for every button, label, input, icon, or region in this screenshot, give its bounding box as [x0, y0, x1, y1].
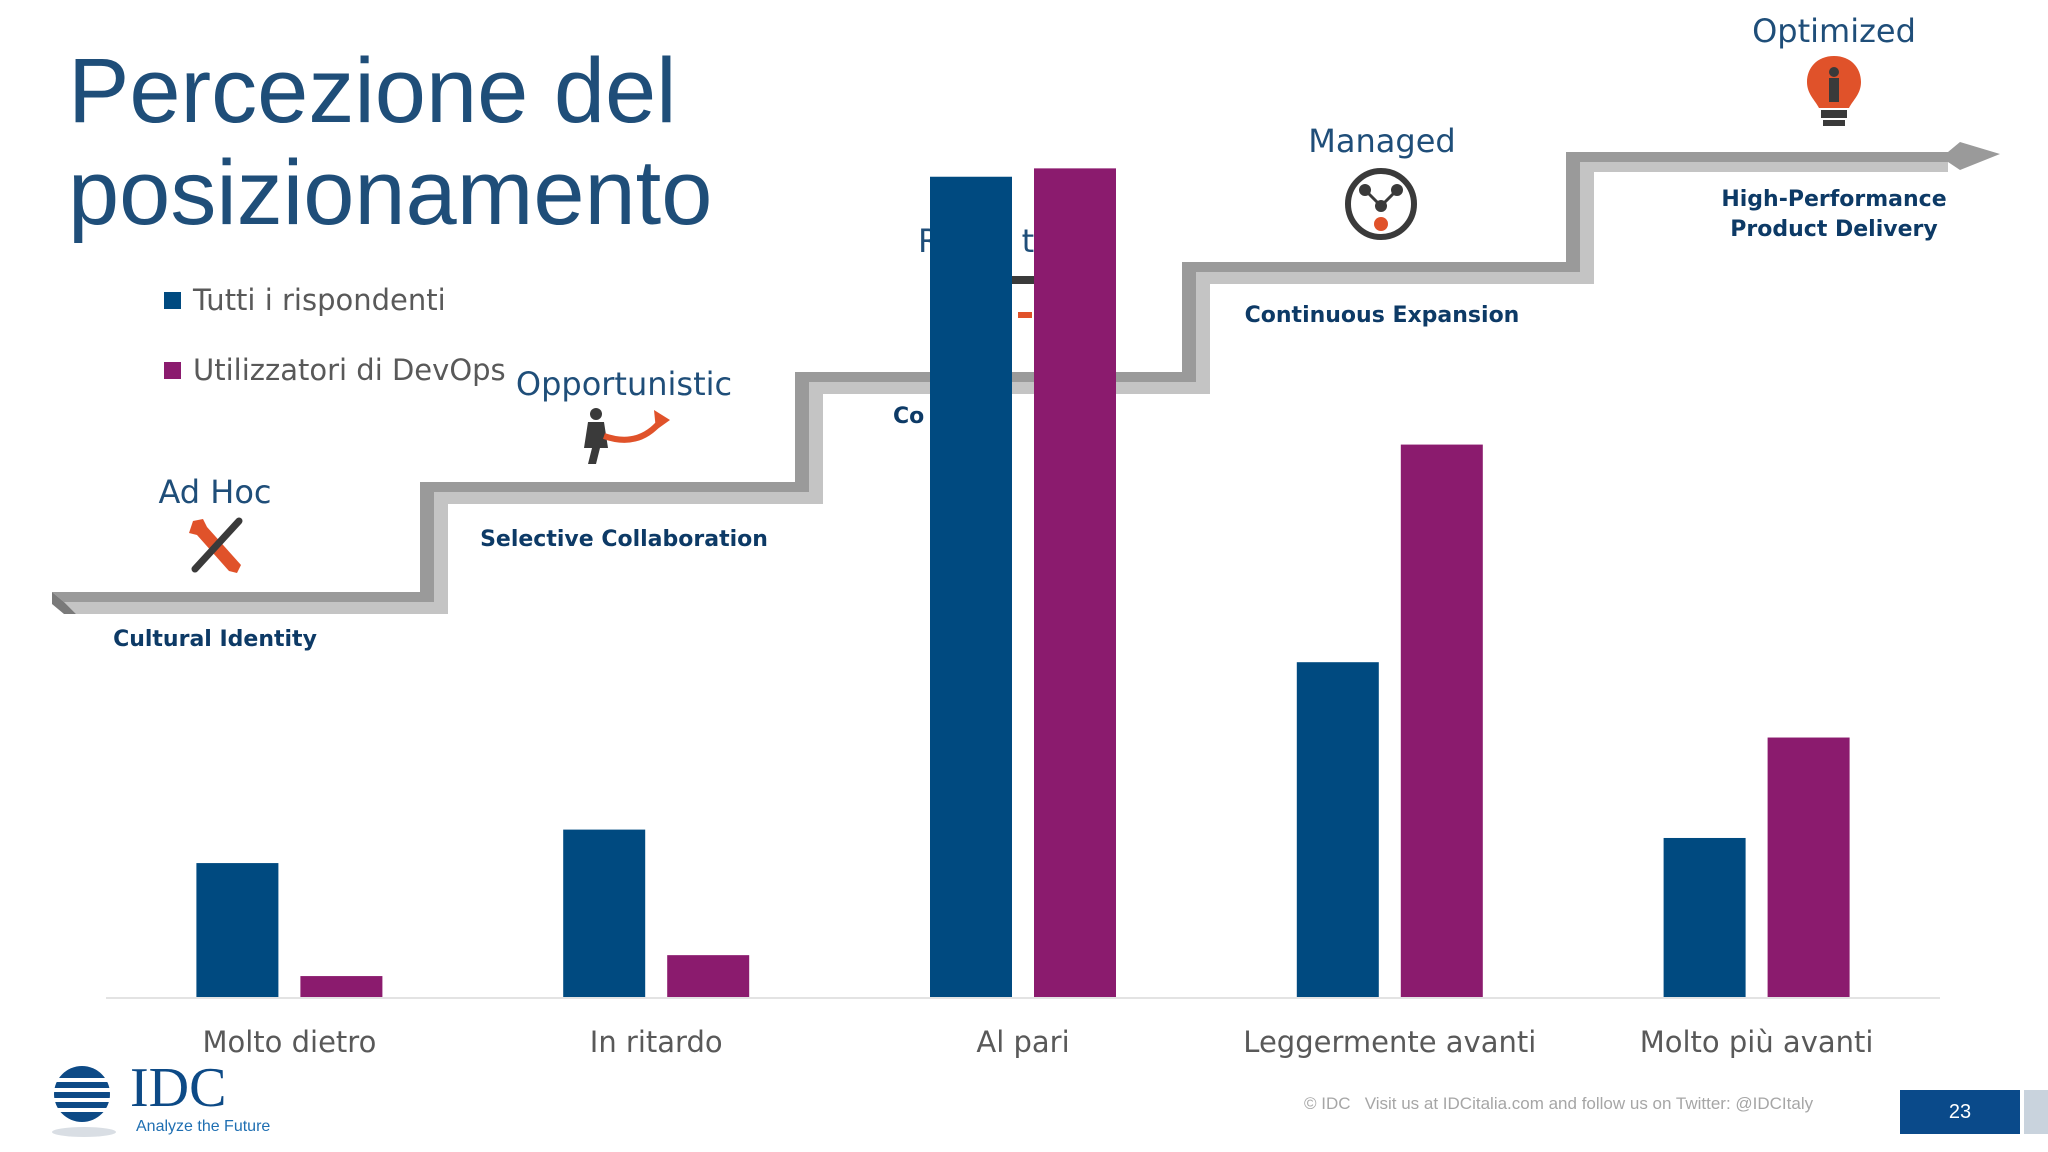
- stage-caption-optimized-line2: Product Delivery: [1730, 217, 1937, 242]
- maturity-staircase: [52, 142, 2000, 614]
- bar-devops-1: [667, 955, 750, 997]
- stage-name-opportunistic: Opportunistic: [516, 365, 732, 403]
- bar-tutti-2: [930, 176, 1012, 998]
- tools-icon: [189, 517, 243, 573]
- bar-devops-3: [1400, 444, 1483, 998]
- x-tick-label: Al pari: [976, 1025, 1069, 1059]
- logo-wordmark: IDC: [130, 1057, 227, 1119]
- stage-name-optimized: Optimized: [1752, 12, 1916, 50]
- logo-tagline: Analyze the Future: [136, 1118, 271, 1135]
- lightbulb-icon: [1807, 56, 1861, 126]
- bar-devops-0: [300, 976, 383, 997]
- title-line-2: posizionamento: [68, 142, 713, 244]
- legend-label-tutti: Tutti i rispondenti: [193, 283, 446, 317]
- x-tick-label: Molto dietro: [202, 1025, 376, 1059]
- process-icon: [1010, 276, 1036, 318]
- stair-top: [52, 142, 2000, 602]
- x-tick-label: In ritardo: [590, 1025, 723, 1059]
- stage-caption-ad-hoc: Cultural Identity: [113, 627, 317, 652]
- x-tick-label: Molto più avanti: [1640, 1025, 1874, 1059]
- bar-tutti-0: [196, 863, 279, 997]
- title-line-1: Percezione del: [68, 40, 677, 142]
- x-axis-labels: Molto dietro In ritardo Al pari Leggermente…: [202, 1025, 1873, 1059]
- bar-devops-4: [1767, 737, 1850, 997]
- footer-text: © IDC Visit us at IDCitalia.com and foll…: [1304, 1094, 1814, 1113]
- x-tick-label: Leggermente avanti: [1243, 1025, 1536, 1059]
- legend-swatch-devops: [164, 361, 181, 379]
- idc-logo: IDC Analyze the Future: [44, 1057, 284, 1142]
- stage-caption-opportunistic: Selective Collaboration: [480, 527, 768, 552]
- bar-tutti-4: [1663, 837, 1746, 997]
- legend-label-devops: Utilizzatori di DevOps: [193, 353, 506, 387]
- legend-item-tutti: Tutti i rispondenti: [164, 280, 506, 320]
- page-title: Percezione del posizionamento: [68, 40, 712, 244]
- bar-tutti-3: [1296, 662, 1379, 997]
- network-icon: [1345, 168, 1417, 240]
- page-number: 23: [1900, 1090, 2020, 1134]
- maturity-labels: Ad Hoc Cultural Identity Opportunistic S…: [113, 12, 1947, 652]
- stage-caption-optimized-line1: High-Performance: [1721, 187, 1946, 212]
- bar-tutti-1: [563, 829, 646, 997]
- stage-name-ad-hoc: Ad Hoc: [158, 473, 271, 511]
- page-number-edge: [2024, 1090, 2048, 1134]
- chart-legend: Tutti i rispondenti Utilizzatori di DevO…: [164, 280, 506, 420]
- tug-of-war-icon: [584, 408, 670, 464]
- stage-name-managed: Managed: [1308, 122, 1455, 160]
- stage-caption-managed: Continuous Expansion: [1245, 303, 1520, 328]
- stair-start: [52, 592, 76, 614]
- idc-globe-icon: [52, 1066, 116, 1137]
- legend-swatch-tutti: [164, 291, 181, 309]
- bar-devops-2: [1034, 168, 1116, 997]
- bar-group: [196, 168, 1850, 998]
- legend-item-devops: Utilizzatori di DevOps: [164, 350, 506, 390]
